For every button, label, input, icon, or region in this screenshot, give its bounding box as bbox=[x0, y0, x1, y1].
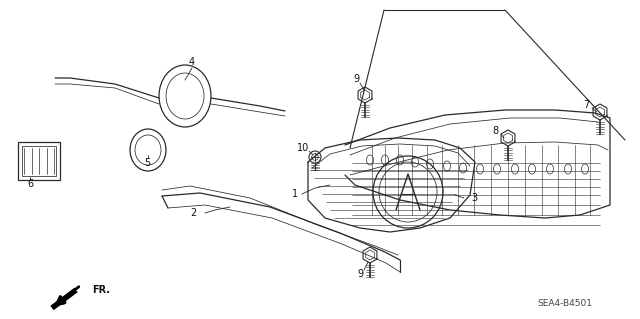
Text: SEA4-B4501: SEA4-B4501 bbox=[538, 299, 593, 308]
Text: 4: 4 bbox=[189, 57, 195, 67]
Text: 5: 5 bbox=[144, 158, 150, 168]
Text: 2: 2 bbox=[190, 208, 196, 218]
Text: 9: 9 bbox=[353, 74, 359, 84]
Text: 6: 6 bbox=[27, 179, 33, 189]
Text: 10: 10 bbox=[297, 143, 309, 153]
Text: 3: 3 bbox=[471, 193, 477, 203]
Text: 9: 9 bbox=[357, 269, 363, 279]
Text: 1: 1 bbox=[292, 189, 298, 199]
Text: FR.: FR. bbox=[92, 285, 110, 295]
Text: 8: 8 bbox=[492, 126, 498, 136]
Text: 7: 7 bbox=[583, 100, 589, 110]
